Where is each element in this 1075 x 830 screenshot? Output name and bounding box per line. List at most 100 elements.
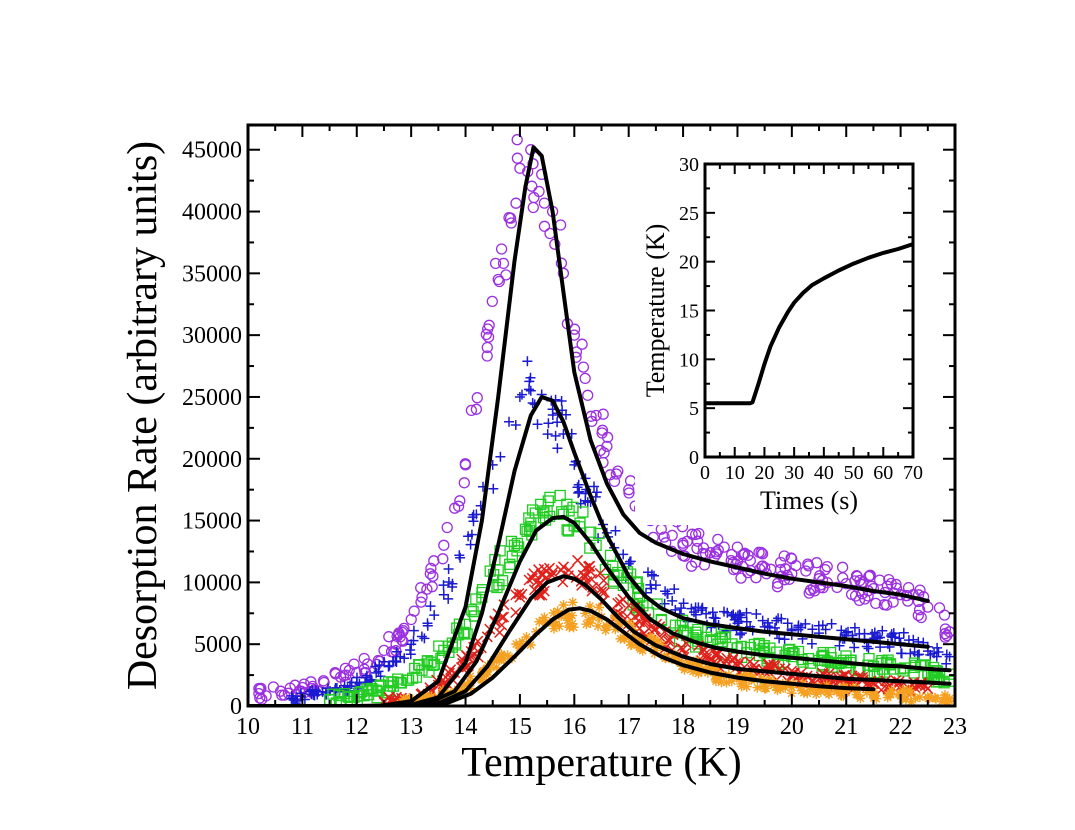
y-tick-label: 30000 [182,323,242,349]
data-point [908,634,919,645]
data-point [495,451,506,462]
data-point [938,609,951,621]
data-point [579,372,591,385]
data-point [510,420,521,430]
data-point [913,604,926,616]
data-point [686,528,698,540]
data-point [597,408,609,420]
data-point [532,419,543,430]
data-point [554,621,565,632]
data-point [254,683,266,696]
data-point [415,582,427,594]
data-point [836,625,847,636]
inset-y-tick-label: 30 [679,154,699,176]
data-point [533,185,545,198]
inset-frame [703,162,915,459]
data-point [488,483,499,494]
data-point [397,635,409,647]
data-point [331,682,342,693]
data-point [914,692,925,703]
data-point [901,694,911,705]
data-point [778,550,790,562]
inset-x-tick-label: 40 [814,462,834,484]
data-point [765,674,775,685]
data-point [286,690,297,701]
data-point [656,639,667,650]
inset-x-tick-label: 20 [754,462,774,484]
data-point [320,687,331,698]
data-point [493,275,505,288]
data-point [719,628,731,640]
data-point [651,598,663,610]
data-point [493,578,505,591]
x-tick-label: 12 [345,714,369,740]
data-point [807,624,818,635]
data-point [310,685,321,696]
data-point [646,569,657,580]
data-point [688,666,699,677]
data-point [489,257,502,270]
data-point [944,695,955,706]
data-point [710,674,721,685]
data-point [644,632,655,643]
data-point [712,544,724,556]
data-point [576,338,588,350]
data-point [810,683,821,694]
data-point [676,603,687,614]
data-point [525,372,536,383]
data-point [454,495,466,507]
data-point [939,631,951,643]
inset-y-tick-label: 5 [689,398,699,420]
data-point [525,385,536,396]
data-point [488,655,499,666]
data-point [427,659,439,671]
data-point [461,628,473,640]
data-point [785,552,797,564]
data-point [619,630,630,641]
data-point [526,180,538,192]
data-point [470,403,483,415]
data-point [588,612,598,623]
data-point [596,427,608,439]
data-point [504,212,517,224]
data-point [855,693,866,704]
data-point [721,652,733,664]
data-point [543,418,554,429]
data-point [735,572,747,584]
data-point [276,689,288,701]
data-point [774,556,787,569]
data-point [517,389,527,400]
data-point [761,683,772,694]
data-point [465,677,475,688]
data-point [811,689,822,700]
data-point [455,552,466,563]
data-point [465,404,478,417]
data-point [471,392,483,404]
x-tick-label: 13 [399,714,423,740]
data-point [939,692,950,703]
data-point [534,616,545,627]
data-point [757,615,768,626]
data-point [861,687,872,698]
data-point [564,622,575,633]
y-tick-label: 10000 [182,570,242,596]
data-point [500,269,512,281]
inset-y-tick-label: 10 [679,349,699,371]
data-point [598,447,610,459]
data-point [505,535,518,548]
data-point [874,574,886,586]
data-point [806,638,817,649]
y-tick-label: 40000 [182,200,242,226]
data-point [562,615,573,626]
data-point [284,682,296,694]
data-point [504,562,516,574]
data-point [896,648,907,659]
y-tick-label: 45000 [182,138,242,164]
data-point [659,598,670,609]
data-point [736,679,747,689]
data-point [697,542,710,554]
data-point [452,500,465,512]
data-point [494,654,505,665]
data-point [522,356,533,367]
